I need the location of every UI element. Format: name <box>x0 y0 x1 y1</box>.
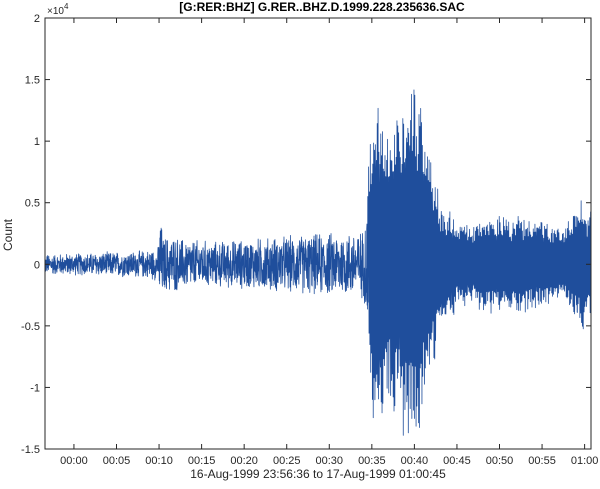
y-tick-label: 0 <box>34 259 40 271</box>
x-tick-label: 00:45 <box>443 455 471 467</box>
x-tick-label: 00:25 <box>273 455 301 467</box>
x-tick-label: 00:50 <box>486 455 514 467</box>
x-tick-label: 00:20 <box>230 455 258 467</box>
waveform-series-line <box>44 89 592 436</box>
x-tick-label: 01:00 <box>571 455 599 467</box>
x-tick-label: 00:30 <box>316 455 344 467</box>
y-tick-label: 2 <box>34 13 40 25</box>
y-tick-label: -1 <box>30 382 40 394</box>
x-tick-label: 00:00 <box>60 455 88 467</box>
y-tick-label: 1.5 <box>25 75 40 87</box>
x-tick-label: 00:05 <box>103 455 131 467</box>
x-tick-label: 00:10 <box>145 455 173 467</box>
y-exponent-power: 4 <box>64 2 69 11</box>
x-axis-ticks: 00:00 00:05 00:10 00:15 00:20 00:25 00:30 00:35… <box>60 18 598 467</box>
chart-title: [G:RER:BHZ] G.RER..BHZ.D.1999.228.235636… <box>179 0 465 14</box>
x-tick-label: 00:55 <box>528 455 556 467</box>
y-tick-label: -1.5 <box>21 444 40 456</box>
x-tick-label: 00:15 <box>188 455 216 467</box>
waveform-trace-group <box>44 89 592 436</box>
y-tick-label: -0.5 <box>21 321 40 333</box>
y-tick-label: 0.5 <box>25 198 40 210</box>
y-exponent-base: ×10 <box>47 6 64 17</box>
y-tick-label: 1 <box>34 136 40 148</box>
x-tick-label: 00:40 <box>401 455 429 467</box>
x-axis-label: 16-Aug-1999 23:56:36 to 17-Aug-1999 01:0… <box>190 467 446 481</box>
x-tick-label: 00:35 <box>358 455 386 467</box>
y-axis-label: Count <box>1 218 15 251</box>
axes-box <box>44 17 592 450</box>
y-axis-ticks: -1.5 -1 -0.5 0 0.5 1 1.5 2 <box>21 13 591 456</box>
y-exponent-label: ×104 <box>47 2 69 17</box>
